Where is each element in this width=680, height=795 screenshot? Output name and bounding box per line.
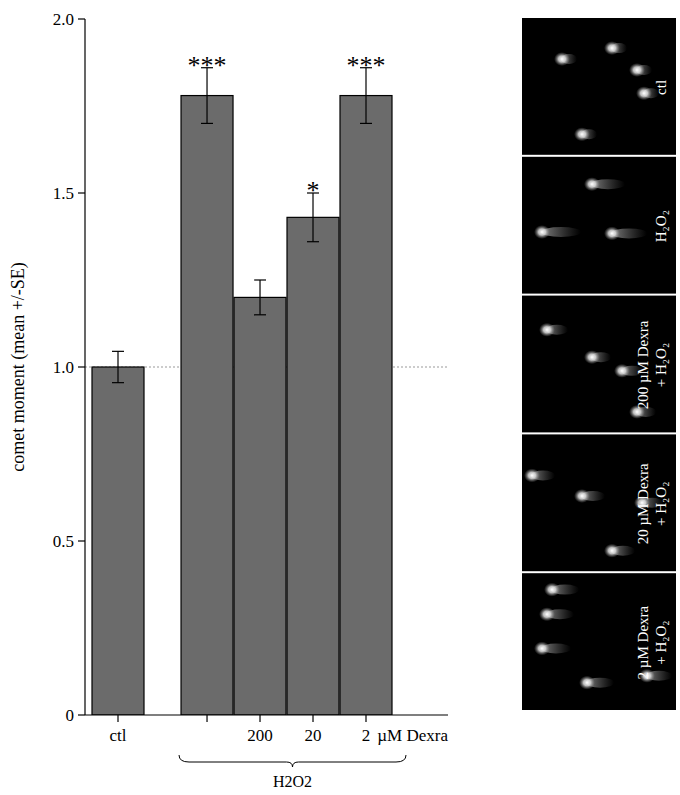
panel-bg [522,18,676,155]
error-line [259,280,260,315]
panel-bg [522,434,676,571]
panel-label: 2 µM Dexra+ H₂O₂ [635,605,669,679]
x-axis [85,714,448,715]
image-panel: H₂O₂ [522,157,676,294]
panel-label-line: 2 µM Dexra [635,605,651,679]
panel-label: 20 µM Dexra+ H₂O₂ [635,463,669,544]
bar [287,217,339,715]
error-cap [254,279,266,280]
comet-head [544,583,560,597]
y-tick [78,18,85,19]
chart: *******00.51.01.52.0comet moment (mean +… [0,0,680,795]
y-axis-title: comet moment (mean +/-SE) [8,262,29,472]
y-tick [78,714,85,715]
bar [234,297,286,715]
image-panel: ctl [522,18,676,155]
comet-head [629,63,645,77]
comet-head [604,544,620,558]
significance: * [307,176,320,205]
bar [181,96,233,715]
comet-head [534,641,550,655]
significance: *** [188,51,227,80]
error-cap [112,351,124,352]
comet-head [614,364,630,378]
bar [340,96,392,715]
image-panel: 2 µM Dexra+ H₂O₂ [522,573,676,710]
comet-head [574,127,590,141]
comet-head [604,41,620,55]
panel-label-line: + H₂O₂ [653,620,669,664]
comet-head [574,489,590,503]
comet-head [579,676,595,690]
panel-label-line: H₂O₂ [653,210,669,242]
x-tick [206,715,207,722]
panel-label: ctl [653,80,669,95]
comet-head [534,225,550,239]
comet-head [636,86,652,100]
panel-label-line: + H₂O₂ [653,482,669,526]
y-tick-label: 2.0 [53,10,74,29]
x-unit: µM Dexra [377,726,448,745]
y-tick-label: 1.5 [53,184,74,203]
comet-head [539,607,555,621]
x-tick-label: 200 [247,726,273,745]
y-tick [78,540,85,541]
error-cap [307,241,319,242]
image-panel: 20 µM Dexra+ H₂O₂ [522,434,676,571]
comet-head [584,350,600,364]
panel-label-line: 20 µM Dexra [635,463,651,544]
comet-head [584,177,600,191]
bars [92,68,392,715]
y-tick-label: 0.5 [53,532,74,551]
panel-label-line: ctl [653,80,669,95]
y-tick [78,192,85,193]
image-panel: 200 µM Dexra+ H₂O₂ [522,296,676,433]
error-bar [254,280,266,315]
comet-head [524,468,540,482]
comet-head [554,52,570,66]
error-cap [360,123,372,124]
x-tick-label: ctl [110,726,127,745]
x-tick-label: 20 [305,726,322,745]
panel-label-line: 200 µM Dexra [635,320,651,409]
significance: *** [347,51,386,80]
error-bar [112,351,124,382]
y-tick [78,366,85,367]
group-bracket [179,755,406,767]
x-tick [259,715,260,722]
group-label: H2O2 [273,773,312,790]
y-tick-label: 1.0 [53,358,74,377]
x-tick [117,715,118,722]
comets [534,177,647,240]
panel-label: H₂O₂ [653,210,669,242]
panel-bg [522,157,676,294]
panel-label-line: + H₂O₂ [653,343,669,387]
comets [534,583,672,690]
x-tick-label: 2 [362,726,371,745]
panel-label: 200 µM Dexra+ H₂O₂ [635,320,669,409]
x-tick [312,715,313,722]
panel-bg [522,296,676,433]
error-cap [201,123,213,124]
comet-head [539,323,555,337]
bar [92,367,144,715]
comets [554,41,659,141]
panel-bg [522,573,676,710]
error-line [117,351,118,382]
error-cap [254,314,266,315]
y-tick-label: 0 [66,706,75,725]
x-tick [365,715,366,722]
comet-head [604,226,620,240]
error-cap [112,382,124,383]
